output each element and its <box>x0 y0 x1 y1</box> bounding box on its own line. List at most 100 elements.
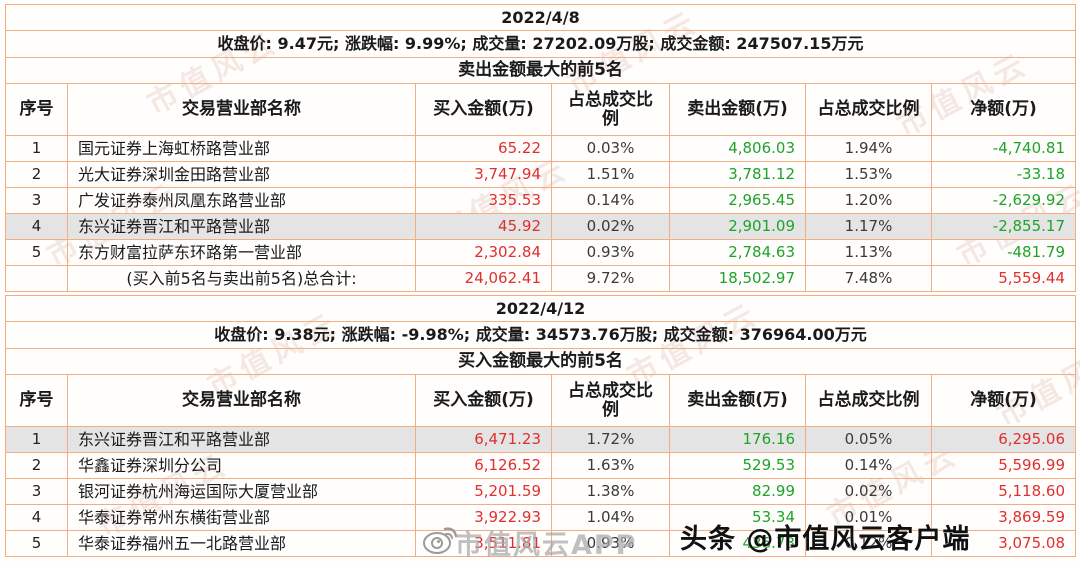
sell-amount-cell: 2,784.63 <box>670 240 806 266</box>
table-summary: 收盘价: 9.47元; 涨跌幅: 9.99%; 成交量: 27202.09万股;… <box>6 31 1076 58</box>
rank-cell: 2 <box>6 453 68 479</box>
buy-pct-cell: 0.14% <box>552 188 670 214</box>
col-header-rank: 序号 <box>6 375 68 427</box>
sell-pct-cell: 1.53% <box>806 162 932 188</box>
trade-table-2022-4-8: 2022/4/8 收盘价: 9.47元; 涨跌幅: 9.99%; 成交量: 27… <box>5 4 1076 292</box>
buy-amount-cell: 45.92 <box>416 214 552 240</box>
col-header-sell-pct: 占总成交比例 <box>806 375 932 427</box>
total-buy-pct-cell: 9.72% <box>552 266 670 292</box>
table-date: 2022/4/8 <box>6 5 1076 31</box>
net-amount-cell: 3,075.08 <box>932 531 1076 557</box>
table-subtitle: 卖出金额最大的前5名 <box>6 58 1076 84</box>
rank-cell: 4 <box>6 505 68 531</box>
sell-amount-cell: 82.99 <box>670 479 806 505</box>
sell-pct-cell: 0.12% <box>806 531 932 557</box>
total-label-cell: (买入前5名与卖出前5名)总合计: <box>68 266 416 292</box>
trade-table-2022-4-12: 2022/4/12 收盘价: 9.38元; 涨跌幅: -9.98%; 成交量: … <box>5 295 1076 557</box>
sell-amount-cell: 4,806.03 <box>670 136 806 162</box>
buy-amount-cell: 5,201.59 <box>416 479 552 505</box>
rank-cell: 3 <box>6 479 68 505</box>
sell-amount-cell: 176.16 <box>670 427 806 453</box>
broker-name-cell: 银河证券杭州海运国际大厦营业部 <box>68 479 416 505</box>
broker-name-cell: 光大证券深圳金田路营业部 <box>68 162 416 188</box>
sell-amount-cell: 3,781.12 <box>670 162 806 188</box>
col-header-rank: 序号 <box>6 84 68 136</box>
net-amount-cell: 5,118.60 <box>932 479 1076 505</box>
broker-name-cell: 华泰证券福州五一北路营业部 <box>68 531 416 557</box>
rank-cell: 1 <box>6 427 68 453</box>
col-header-broker: 交易营业部名称 <box>68 375 416 427</box>
sell-amount-cell: 53.34 <box>670 505 806 531</box>
net-amount-cell: 3,869.59 <box>932 505 1076 531</box>
buy-pct-cell: 1.51% <box>552 162 670 188</box>
total-buy-cell: 24,062.41 <box>416 266 552 292</box>
table-summary: 收盘价: 9.38元; 涨跌幅: -9.98%; 成交量: 34573.76万股… <box>6 322 1076 349</box>
sell-pct-cell: 0.14% <box>806 453 932 479</box>
table-subtitle: 买入金额最大的前5名 <box>6 349 1076 375</box>
total-sell-cell: 18,502.97 <box>670 266 806 292</box>
net-amount-cell: 5,596.99 <box>932 453 1076 479</box>
broker-name-cell: 东兴证券晋江和平路营业部 <box>68 427 416 453</box>
broker-name-cell: 广发证券泰州凤凰东路营业部 <box>68 188 416 214</box>
net-amount-cell: -2,629.92 <box>932 188 1076 214</box>
broker-name-cell: 华泰证券常州东横街营业部 <box>68 505 416 531</box>
sell-pct-cell: 0.01% <box>806 505 932 531</box>
col-header-sell-pct: 占总成交比例 <box>806 84 932 136</box>
buy-pct-cell: 1.04% <box>552 505 670 531</box>
net-amount-cell: 6,295.06 <box>932 427 1076 453</box>
sell-amount-cell: 2,965.45 <box>670 188 806 214</box>
broker-name-cell: 华鑫证券深圳分公司 <box>68 453 416 479</box>
rank-cell: 5 <box>6 531 68 557</box>
sell-pct-cell: 1.94% <box>806 136 932 162</box>
sell-pct-cell: 1.20% <box>806 188 932 214</box>
buy-amount-cell: 2,302.84 <box>416 240 552 266</box>
col-header-sell: 卖出金额(万) <box>670 375 806 427</box>
buy-pct-cell: 0.93% <box>552 240 670 266</box>
broker-name-cell: 国元证券上海虹桥路营业部 <box>68 136 416 162</box>
rank-cell: 1 <box>6 136 68 162</box>
buy-pct-cell: 0.93% <box>552 531 670 557</box>
col-header-buy-pct: 占总成交比例 <box>552 84 670 136</box>
buy-amount-cell: 3,922.93 <box>416 505 552 531</box>
rank-cell: 5 <box>6 240 68 266</box>
buy-pct-cell: 1.72% <box>552 427 670 453</box>
net-amount-cell: -4,740.81 <box>932 136 1076 162</box>
buy-pct-cell: 0.02% <box>552 214 670 240</box>
sell-amount-cell: 529.53 <box>670 453 806 479</box>
net-amount-cell: -33.18 <box>932 162 1076 188</box>
sell-pct-cell: 0.02% <box>806 479 932 505</box>
buy-amount-cell: 335.53 <box>416 188 552 214</box>
col-header-buy: 买入金额(万) <box>416 375 552 427</box>
net-amount-cell: -481.79 <box>932 240 1076 266</box>
col-header-broker: 交易营业部名称 <box>68 84 416 136</box>
col-header-net: 净额(万) <box>932 84 1076 136</box>
sell-amount-cell: 436.73 <box>670 531 806 557</box>
buy-amount-cell: 3,511.81 <box>416 531 552 557</box>
sell-pct-cell: 1.17% <box>806 214 932 240</box>
total-sell-pct-cell: 7.48% <box>806 266 932 292</box>
rank-cell: 2 <box>6 162 68 188</box>
buy-pct-cell: 0.03% <box>552 136 670 162</box>
table-date: 2022/4/12 <box>6 296 1076 322</box>
col-header-sell: 卖出金额(万) <box>670 84 806 136</box>
broker-name-cell: 东兴证券晋江和平路营业部 <box>68 214 416 240</box>
net-amount-cell: -2,855.17 <box>932 214 1076 240</box>
rank-cell: 4 <box>6 214 68 240</box>
buy-amount-cell: 6,126.52 <box>416 453 552 479</box>
col-header-net: 净额(万) <box>932 375 1076 427</box>
sell-pct-cell: 1.13% <box>806 240 932 266</box>
col-header-buy-pct: 占总成交比例 <box>552 375 670 427</box>
buy-amount-cell: 65.22 <box>416 136 552 162</box>
buy-pct-cell: 1.38% <box>552 479 670 505</box>
total-net-cell: 5,559.44 <box>932 266 1076 292</box>
buy-pct-cell: 1.63% <box>552 453 670 479</box>
sell-pct-cell: 0.05% <box>806 427 932 453</box>
rank-cell-empty <box>6 266 68 292</box>
col-header-buy: 买入金额(万) <box>416 84 552 136</box>
sell-amount-cell: 2,901.09 <box>670 214 806 240</box>
rank-cell: 3 <box>6 188 68 214</box>
broker-name-cell: 东方财富拉萨东环路第一营业部 <box>68 240 416 266</box>
buy-amount-cell: 3,747.94 <box>416 162 552 188</box>
buy-amount-cell: 6,471.23 <box>416 427 552 453</box>
